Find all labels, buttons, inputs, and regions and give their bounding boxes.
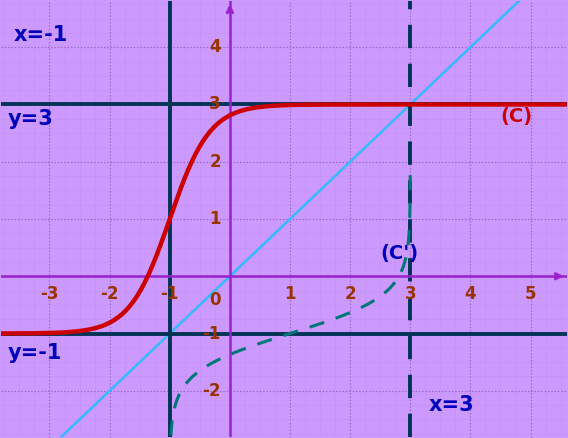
Text: 1: 1	[210, 210, 221, 228]
Text: 3: 3	[404, 285, 416, 303]
Text: -1: -1	[161, 285, 179, 303]
Text: 5: 5	[525, 285, 536, 303]
Text: -2: -2	[202, 382, 221, 400]
Text: 2: 2	[344, 285, 356, 303]
Text: 3: 3	[209, 95, 221, 113]
Text: 4: 4	[209, 38, 221, 56]
Text: 2: 2	[209, 153, 221, 171]
Text: 0: 0	[210, 290, 221, 309]
Text: x=3: x=3	[428, 395, 474, 415]
Text: x=-1: x=-1	[14, 25, 68, 46]
Text: -3: -3	[40, 285, 59, 303]
Text: -2: -2	[101, 285, 119, 303]
Text: 4: 4	[465, 285, 476, 303]
Text: y=3: y=3	[7, 109, 53, 128]
Text: (C): (C)	[500, 106, 533, 126]
Text: y=-1: y=-1	[7, 343, 62, 363]
Text: 1: 1	[284, 285, 296, 303]
Text: (C'): (C')	[380, 244, 419, 263]
Text: -1: -1	[202, 325, 221, 343]
